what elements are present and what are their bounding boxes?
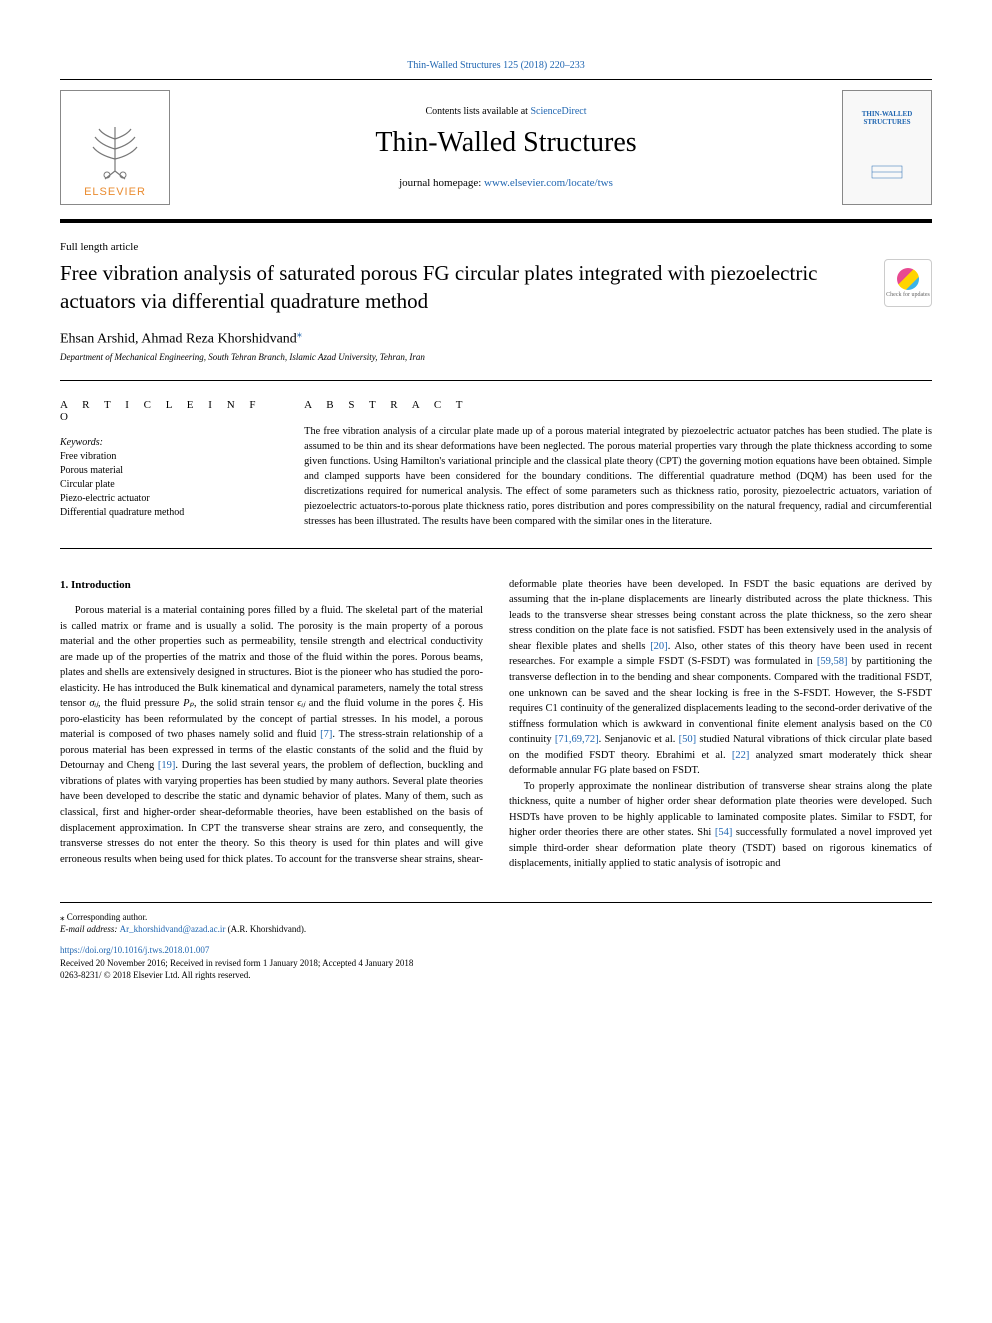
keyword: Porous material bbox=[60, 464, 284, 478]
ref-19[interactable]: [19] bbox=[158, 760, 176, 771]
homepage-link[interactable]: www.elsevier.com/locate/tws bbox=[484, 177, 613, 189]
email-suffix: (A.R. Khorshidvand). bbox=[225, 924, 306, 934]
author-names: Ehsan Arshid, Ahmad Reza Khorshidvand bbox=[60, 331, 297, 346]
ref-59-58[interactable]: [59,58] bbox=[817, 656, 848, 667]
cover-graphic-icon bbox=[867, 156, 907, 186]
ref-54[interactable]: [54] bbox=[715, 827, 733, 838]
crossmark-icon bbox=[897, 268, 919, 290]
article-title: Free vibration analysis of saturated por… bbox=[60, 259, 884, 316]
keywords-label: Keywords: bbox=[60, 437, 284, 448]
homepage-line: journal homepage: www.elsevier.com/locat… bbox=[170, 177, 842, 189]
homepage-prefix: journal homepage: bbox=[399, 177, 484, 189]
email-link[interactable]: Ar_khorshidvand@azad.ac.ir bbox=[120, 924, 226, 934]
body-columns: 1. Introduction Porous material is a mat… bbox=[60, 577, 932, 872]
keyword: Circular plate bbox=[60, 478, 284, 492]
ref-7[interactable]: [7] bbox=[320, 729, 332, 740]
header-center: Contents lists available at ScienceDirec… bbox=[170, 106, 842, 189]
keyword: Free vibration bbox=[60, 450, 284, 464]
abstract-text: The free vibration analysis of a circula… bbox=[304, 425, 932, 529]
cover-title: THIN-WALLED STRUCTURES bbox=[843, 110, 931, 126]
info-abstract-row: A R T I C L E I N F O Keywords: Free vib… bbox=[60, 381, 932, 548]
doi-line: https://doi.org/10.1016/j.tws.2018.01.00… bbox=[60, 944, 932, 957]
symbol-sigma: σᵢⱼ bbox=[89, 698, 98, 709]
contents-prefix: Contents lists available at bbox=[425, 106, 530, 117]
affiliation: Department of Mechanical Engineering, So… bbox=[60, 352, 932, 362]
crossmark-button[interactable]: Check for updates bbox=[884, 259, 932, 307]
article-type: Full length article bbox=[60, 241, 932, 253]
title-row: Free vibration analysis of saturated por… bbox=[60, 259, 932, 316]
copyright-line: 0263-8231/ © 2018 Elsevier Ltd. All righ… bbox=[60, 969, 932, 982]
symbol-pp: Pₚ bbox=[183, 698, 194, 709]
top-citation: Thin-Walled Structures 125 (2018) 220–23… bbox=[60, 60, 932, 71]
ref-50[interactable]: [50] bbox=[679, 734, 697, 745]
journal-header: ELSEVIER Contents lists available at Sci… bbox=[60, 79, 932, 223]
section-heading-intro: 1. Introduction bbox=[60, 577, 483, 593]
ref-71-69-72[interactable]: [71,69,72] bbox=[555, 734, 599, 745]
contents-line: Contents lists available at ScienceDirec… bbox=[170, 106, 842, 117]
ref-22[interactable]: [22] bbox=[732, 750, 750, 761]
corresponding-author-note: ⁎ Corresponding author. bbox=[60, 911, 932, 924]
top-citation-link[interactable]: Thin-Walled Structures 125 (2018) 220–23… bbox=[407, 60, 585, 71]
abstract-heading: A B S T R A C T bbox=[304, 399, 932, 411]
sciencedirect-link[interactable]: ScienceDirect bbox=[530, 106, 586, 117]
doi-link[interactable]: https://doi.org/10.1016/j.tws.2018.01.00… bbox=[60, 945, 209, 955]
abstract-column: A B S T R A C T The free vibration analy… bbox=[304, 399, 932, 529]
publisher-logo-box: ELSEVIER bbox=[60, 90, 170, 205]
article-info-column: A R T I C L E I N F O Keywords: Free vib… bbox=[60, 399, 304, 529]
footer: ⁎ Corresponding author. E-mail address: … bbox=[60, 902, 932, 982]
info-heading: A R T I C L E I N F O bbox=[60, 399, 284, 423]
authors: Ehsan Arshid, Ahmad Reza Khorshidvand⁎ bbox=[60, 328, 932, 348]
received-line: Received 20 November 2016; Received in r… bbox=[60, 957, 932, 970]
journal-cover-thumb: THIN-WALLED STRUCTURES bbox=[842, 90, 932, 205]
keyword: Differential quadrature method bbox=[60, 506, 284, 520]
publisher-name: ELSEVIER bbox=[84, 186, 146, 198]
email-line: E-mail address: Ar_khorshidvand@azad.ac.… bbox=[60, 923, 932, 936]
crossmark-label: Check for updates bbox=[886, 292, 930, 298]
body-paragraph: To properly approximate the nonlinear di… bbox=[509, 779, 932, 872]
keyword: Piezo-electric actuator bbox=[60, 492, 284, 506]
email-label: E-mail address: bbox=[60, 924, 120, 934]
elsevier-tree-icon bbox=[80, 116, 150, 186]
symbol-eps: ϵᵢⱼ bbox=[297, 698, 305, 709]
corresponding-marker[interactable]: ⁎ bbox=[297, 331, 302, 346]
ref-20[interactable]: [20] bbox=[650, 641, 668, 652]
journal-title: Thin-Walled Structures bbox=[170, 127, 842, 159]
